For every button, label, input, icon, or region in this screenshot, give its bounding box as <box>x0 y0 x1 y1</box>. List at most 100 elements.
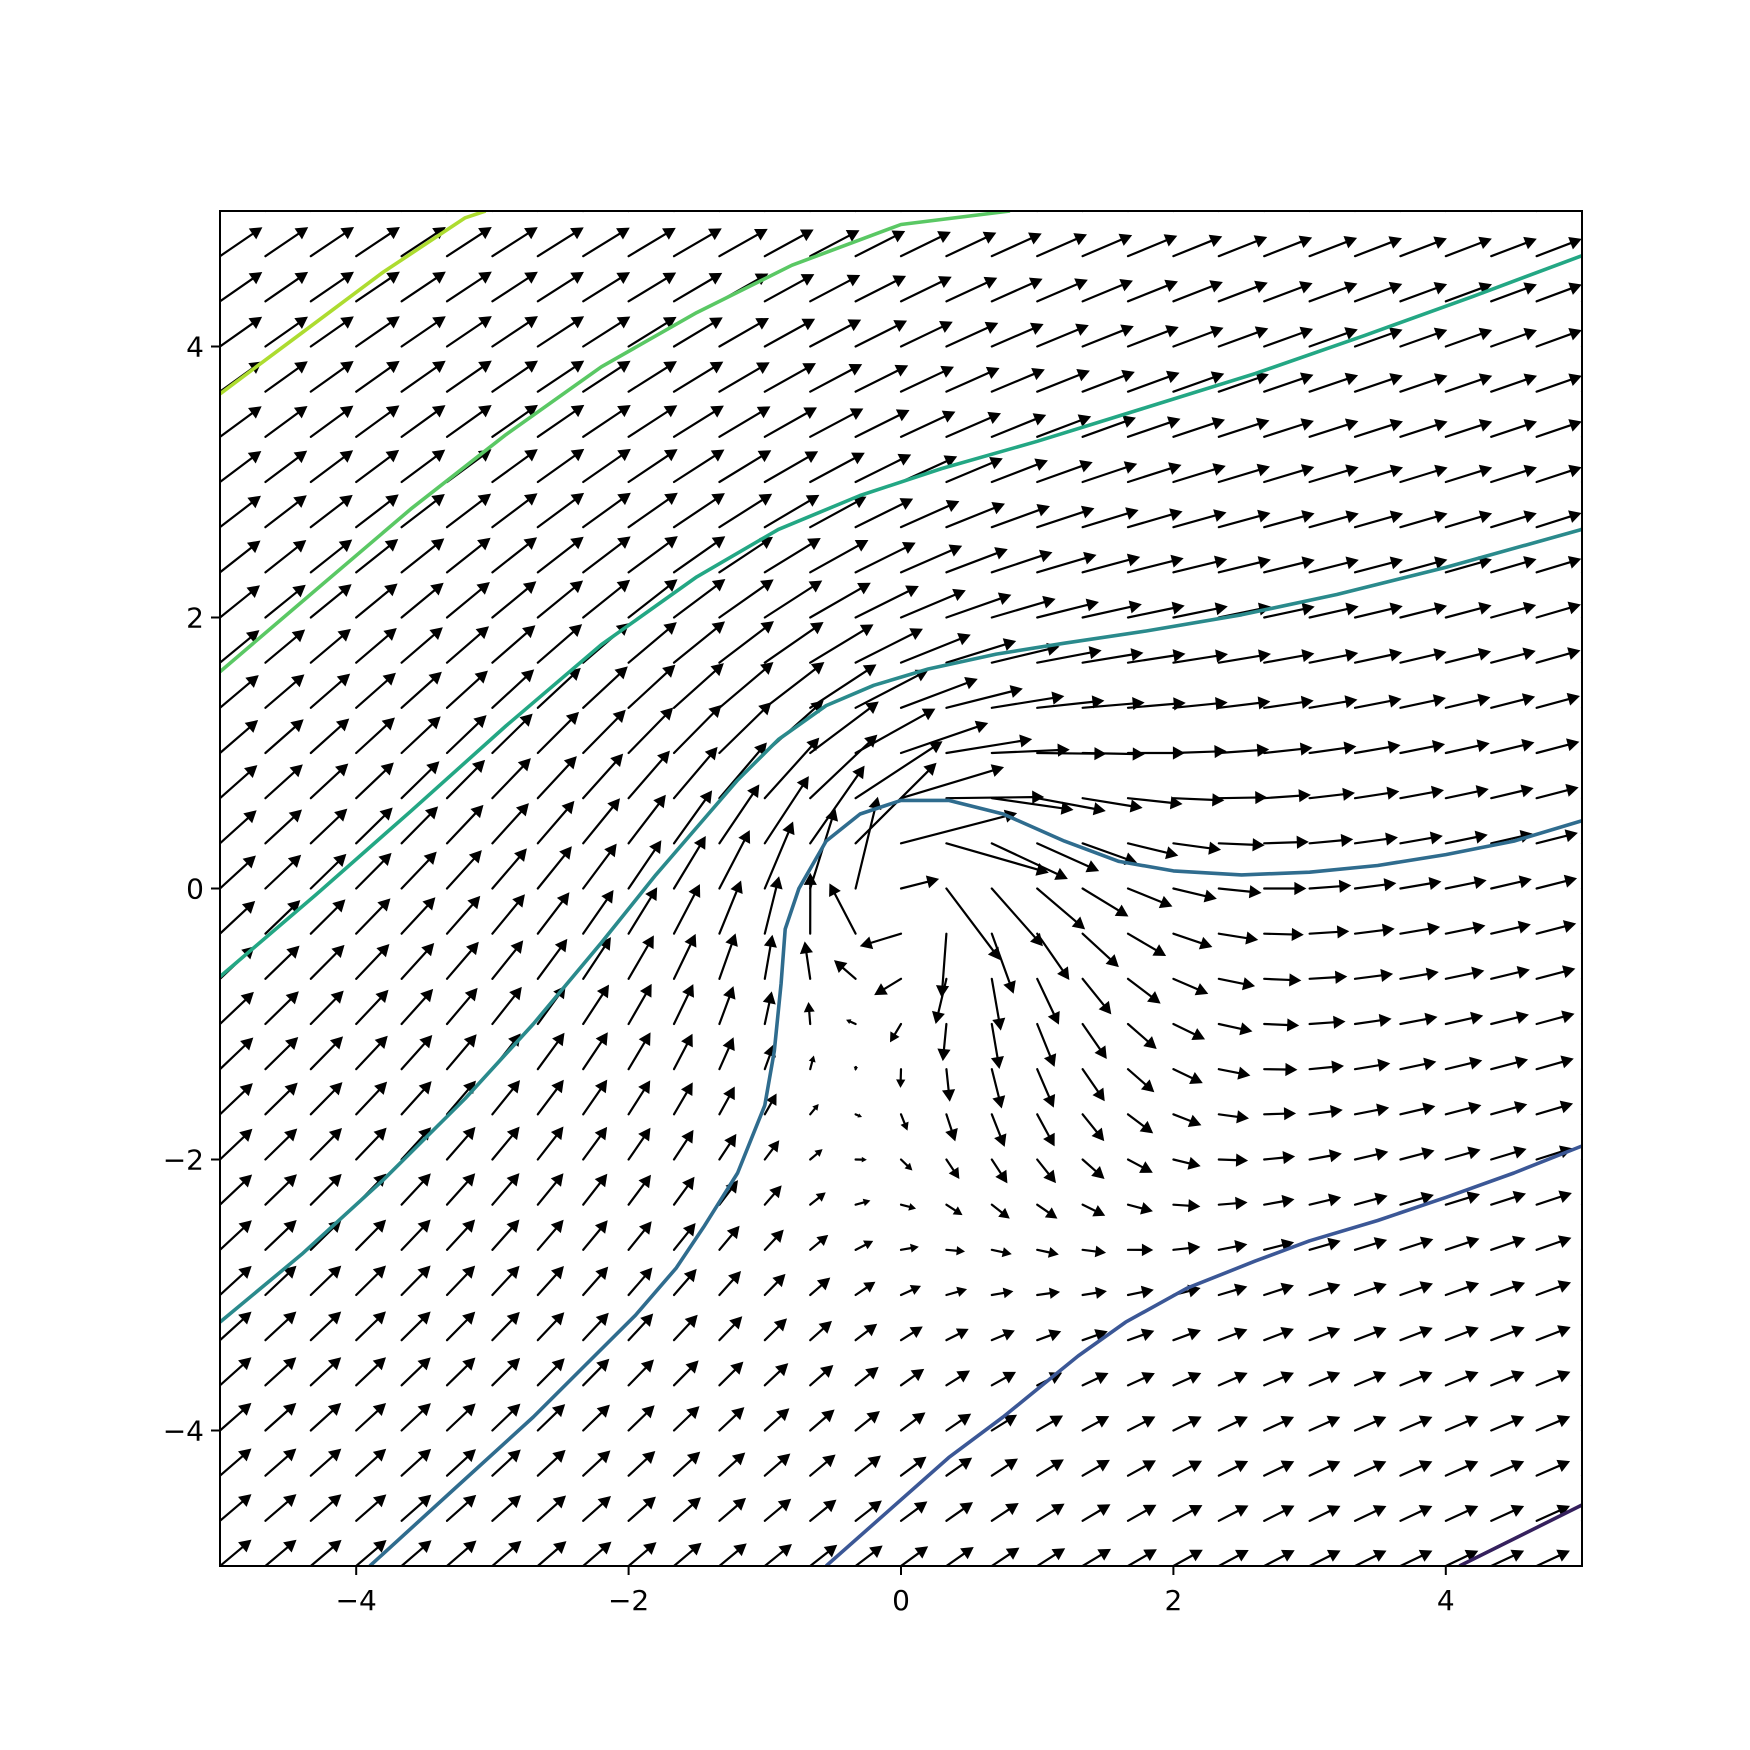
quiver-arrow <box>627 622 677 664</box>
quiver-arrow <box>355 1265 386 1297</box>
quiver-arrow <box>1126 1068 1155 1093</box>
quiver-arrow <box>400 627 443 664</box>
quiver-arrow <box>491 986 522 1026</box>
quiver-arrow <box>846 1019 857 1026</box>
quiver-arrow <box>718 662 774 709</box>
quiver-arrow <box>990 504 1050 529</box>
quiver-arrow <box>1353 556 1403 574</box>
quiver-arrow <box>220 316 263 348</box>
quiver-arrow <box>763 229 814 258</box>
quiver-arrow <box>1535 236 1582 258</box>
quiver-arrow <box>1081 1372 1109 1387</box>
quiver-arrow <box>854 409 910 438</box>
quiver-arrow <box>445 1449 476 1477</box>
quiver-arrow <box>718 1407 745 1432</box>
quiver-arrow <box>1172 1460 1203 1477</box>
quiver-arrow <box>945 276 998 303</box>
quiver-arrow <box>945 887 1001 961</box>
quiver-arrow <box>627 1221 652 1251</box>
quiver-arrow <box>718 362 770 393</box>
quiver-arrow <box>1353 1549 1387 1566</box>
quiver-arrow <box>355 1311 386 1342</box>
quiver-arrow <box>809 408 864 438</box>
quiver-arrow <box>854 1113 863 1118</box>
quiver-arrow <box>854 1545 883 1566</box>
quiver-arrow <box>1036 1287 1061 1299</box>
quiver-arrow <box>803 872 817 935</box>
quiver-arrow <box>990 549 1053 574</box>
quiver-arrow <box>536 624 583 664</box>
quiver-arrow <box>582 404 631 438</box>
quiver-arrow <box>672 579 726 619</box>
quiver-arrow <box>1263 1460 1295 1477</box>
quiver-arrow <box>899 720 989 755</box>
quiver-arrow <box>1036 1022 1057 1067</box>
quiver-arrow <box>1308 1371 1341 1387</box>
quiver-arrow <box>990 1502 1019 1522</box>
quiver-arrow <box>945 592 1012 619</box>
quiver-arrow <box>1308 879 1352 893</box>
quiver-arrow <box>899 676 978 709</box>
quiver-arrow <box>1580 435 1582 438</box>
quiver-arrow <box>1217 1066 1251 1080</box>
quiver-arrow <box>1353 1370 1387 1387</box>
quiver-arrow <box>582 753 624 800</box>
quiver-arrow <box>672 1176 695 1206</box>
quiver-arrow <box>627 316 677 348</box>
quiver-arrow <box>1126 554 1184 574</box>
quiver-arrow <box>899 764 1005 800</box>
quiver-arrow <box>809 1103 819 1116</box>
quiver-arrow <box>672 1082 693 1116</box>
quiver-arrow <box>1490 419 1538 438</box>
quiver-arrow <box>1126 1285 1154 1299</box>
quiver-arrow <box>1444 739 1490 755</box>
quiver-arrow <box>672 211 677 213</box>
quiver-arrow <box>1081 279 1133 303</box>
quiver-arrow <box>355 989 389 1026</box>
quiver-arrow <box>1444 1101 1482 1116</box>
quiver-arrow <box>1263 418 1314 438</box>
quiver-arrow <box>1580 1474 1582 1477</box>
quiver-arrow <box>1081 1158 1105 1179</box>
quiver-arrow <box>672 1268 697 1297</box>
quiver-arrow <box>1535 874 1578 890</box>
quiver-arrow <box>945 638 1017 664</box>
quiver-arrow <box>1535 1504 1571 1522</box>
quiver-arrow <box>899 231 951 258</box>
quiver-arrow <box>1263 789 1311 803</box>
quiver-arrow <box>1126 796 1183 810</box>
quiver-arrow <box>1353 832 1398 846</box>
quiver-arrow <box>445 670 488 709</box>
quiver-arrow <box>1217 371 1269 393</box>
quiver-arrow <box>945 547 1008 574</box>
quiver-arrow <box>672 1222 696 1251</box>
quiver-arrow <box>309 1494 342 1522</box>
quiver-arrow <box>763 662 825 709</box>
quiver-arrow <box>1353 602 1403 619</box>
quiver-arrow <box>899 1113 909 1131</box>
quiver-arrow <box>400 716 441 755</box>
quiver-arrow <box>718 621 774 664</box>
quiver-arrow <box>1399 1460 1433 1477</box>
quiver-arrow <box>1081 507 1139 529</box>
quiver-arrow <box>264 764 303 800</box>
quiver-arrow <box>1126 325 1179 348</box>
contour-lines <box>220 211 1582 1566</box>
quiver-arrow <box>1490 1280 1526 1297</box>
quiver-arrow <box>1353 648 1403 664</box>
quiver-arrow <box>1126 1158 1153 1173</box>
quiver-arrow <box>582 709 626 755</box>
quiver-arrow <box>1353 281 1403 303</box>
quiver-arrow <box>1535 1549 1570 1566</box>
contour-line <box>220 527 1582 1324</box>
quiver-arrow <box>1535 965 1576 980</box>
quiver-arrow <box>400 1173 431 1206</box>
quiver-arrow <box>400 761 440 800</box>
quiver-arrow <box>400 1127 432 1161</box>
quiver-arrow <box>1308 211 1313 213</box>
quiver-arrow <box>1399 648 1447 664</box>
quiver-arrow <box>718 933 738 980</box>
quiver-arrow <box>264 1448 297 1477</box>
quiver-arrow <box>990 1022 1004 1069</box>
quiver-arrow <box>1444 419 1493 438</box>
